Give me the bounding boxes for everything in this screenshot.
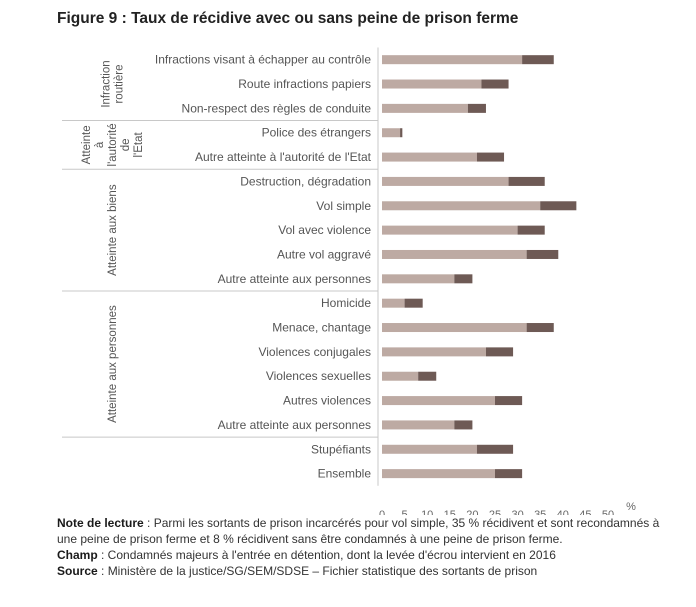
bar-segment-prison-ferme [382,225,518,235]
bar-segment-sans-prison-ferme [526,323,554,333]
category-label: Vol avec violence [278,223,371,237]
category-label: Homicide [321,296,371,310]
bar-segment-prison-ferme [382,469,495,479]
bar-segment-prison-ferme [382,55,523,65]
bar-segment-sans-prison-ferme [526,249,559,259]
stacked-bar-chart: Infractionroutière Atteinteàl'autoritédel… [62,47,636,515]
bar-segment-sans-prison-ferme [400,128,403,138]
category-label: Autre atteinte aux personnes [218,418,371,432]
category-label: Autre atteinte aux personnes [218,272,371,286]
bar-segment-sans-prison-ferme [454,274,473,284]
x-tick-label: 15 [444,509,456,515]
bar-segment-sans-prison-ferme [404,298,423,308]
group-label: Atteinte aux personnes [107,305,119,423]
category-label: Autre vol aggravé [277,247,371,261]
bar-segment-sans-prison-ferme [495,469,523,479]
bar-segment-prison-ferme [382,298,405,308]
category-label: Autre atteinte à l'autorité de l'Etat [195,150,372,164]
x-tick-label: 25 [489,509,501,515]
bar-segment-prison-ferme [382,201,541,211]
x-tick-label: 50 [602,509,614,515]
bar-segment-sans-prison-ferme [540,201,577,211]
group-label: Atteinteàl'autoritédel'Etat [81,123,145,166]
bar-segment-sans-prison-ferme [418,371,437,381]
note-source-label: Source [57,564,98,578]
x-tick-label: 35 [534,509,546,515]
bar-segment-sans-prison-ferme [517,225,545,235]
group-label-line: Atteinte [81,125,93,164]
bar-segment-prison-ferme [382,347,486,357]
bar-segment-prison-ferme [382,152,477,162]
chart-title: Figure 9 : Taux de récidive avec ou sans… [57,10,519,27]
note-lecture-label: Note de lecture [57,516,144,530]
group-label-line: Atteinte aux personnes [107,305,119,423]
bar-segment-prison-ferme [382,396,495,406]
bar-segment-prison-ferme [382,274,455,284]
group-label-line: Infraction [101,60,113,107]
bar-segment-prison-ferme [382,444,477,454]
note-source-text: : Ministère de la justice/SG/SEM/SDSE – … [97,564,538,578]
note-lecture: Note de lecture : Parmi les sortants de … [57,515,672,547]
bar-segment-prison-ferme [382,128,401,138]
chart-notes: Note de lecture : Parmi les sortants de … [57,515,672,579]
x-tick-label: 10 [421,509,433,515]
category-label: Violences conjugales [258,345,371,359]
bar-segment-prison-ferme [382,79,482,89]
category-label: Infractions visant à échapper au contrôl… [155,53,371,67]
group-label-line: l'Etat [133,131,145,157]
group-label-line: Atteinte aux biens [107,184,119,276]
group-label-line: l'autorité [107,123,119,166]
note-lecture-text: : Parmi les sortants de prison incarcéré… [57,516,660,546]
note-source: Source : Ministère de la justice/SG/SEM/… [57,563,672,579]
note-champ-text: : Condamnés majeurs à l'entrée en détent… [97,548,556,562]
category-label: Violences sexuelles [266,369,371,383]
category-label: Stupéfiants [311,442,371,456]
bar-segment-prison-ferme [382,371,419,381]
bar-segment-prison-ferme [382,323,527,333]
bar-segment-prison-ferme [382,103,468,113]
group-label-line: de [120,139,132,152]
group-label: Infractionroutière [101,60,126,107]
category-label: Destruction, dégradation [240,174,371,188]
bar-segment-prison-ferme [382,176,509,186]
bar-segment-sans-prison-ferme [481,79,509,89]
x-tick-label: 20 [466,509,478,515]
category-label: Non-respect des règles de conduite [182,101,372,115]
bar-segment-prison-ferme [382,420,455,430]
category-label: Menace, chantage [272,321,371,335]
x-tick-label: 30 [511,509,523,515]
group-label: Atteinte aux biens [107,184,119,276]
x-tick-label: 5 [402,509,408,515]
category-label: Ensemble [318,467,372,481]
bar-segment-sans-prison-ferme [485,347,514,357]
bar-segment-prison-ferme [382,249,527,259]
bar-segment-sans-prison-ferme [495,396,523,406]
category-label: Route infractions papiers [238,77,371,91]
bar-segment-sans-prison-ferme [476,444,514,454]
bar-segment-sans-prison-ferme [476,152,505,162]
group-label-line: à [94,141,106,148]
bar-segment-sans-prison-ferme [454,420,473,430]
bar-segment-sans-prison-ferme [508,176,545,186]
group-label-line: routière [114,65,126,104]
x-tick-label: 40 [557,509,569,515]
bar-segment-sans-prison-ferme [522,55,554,65]
category-label: Vol simple [316,199,371,213]
category-label: Autres violences [283,394,371,408]
x-unit-label: % [626,501,636,513]
x-tick-label: 0 [379,509,385,515]
note-champ-label: Champ [57,548,98,562]
x-tick-label: 45 [579,509,591,515]
note-champ: Champ : Condamnés majeurs à l'entrée en … [57,547,672,563]
category-label: Police des étrangers [262,126,371,140]
bar-segment-sans-prison-ferme [467,103,486,113]
